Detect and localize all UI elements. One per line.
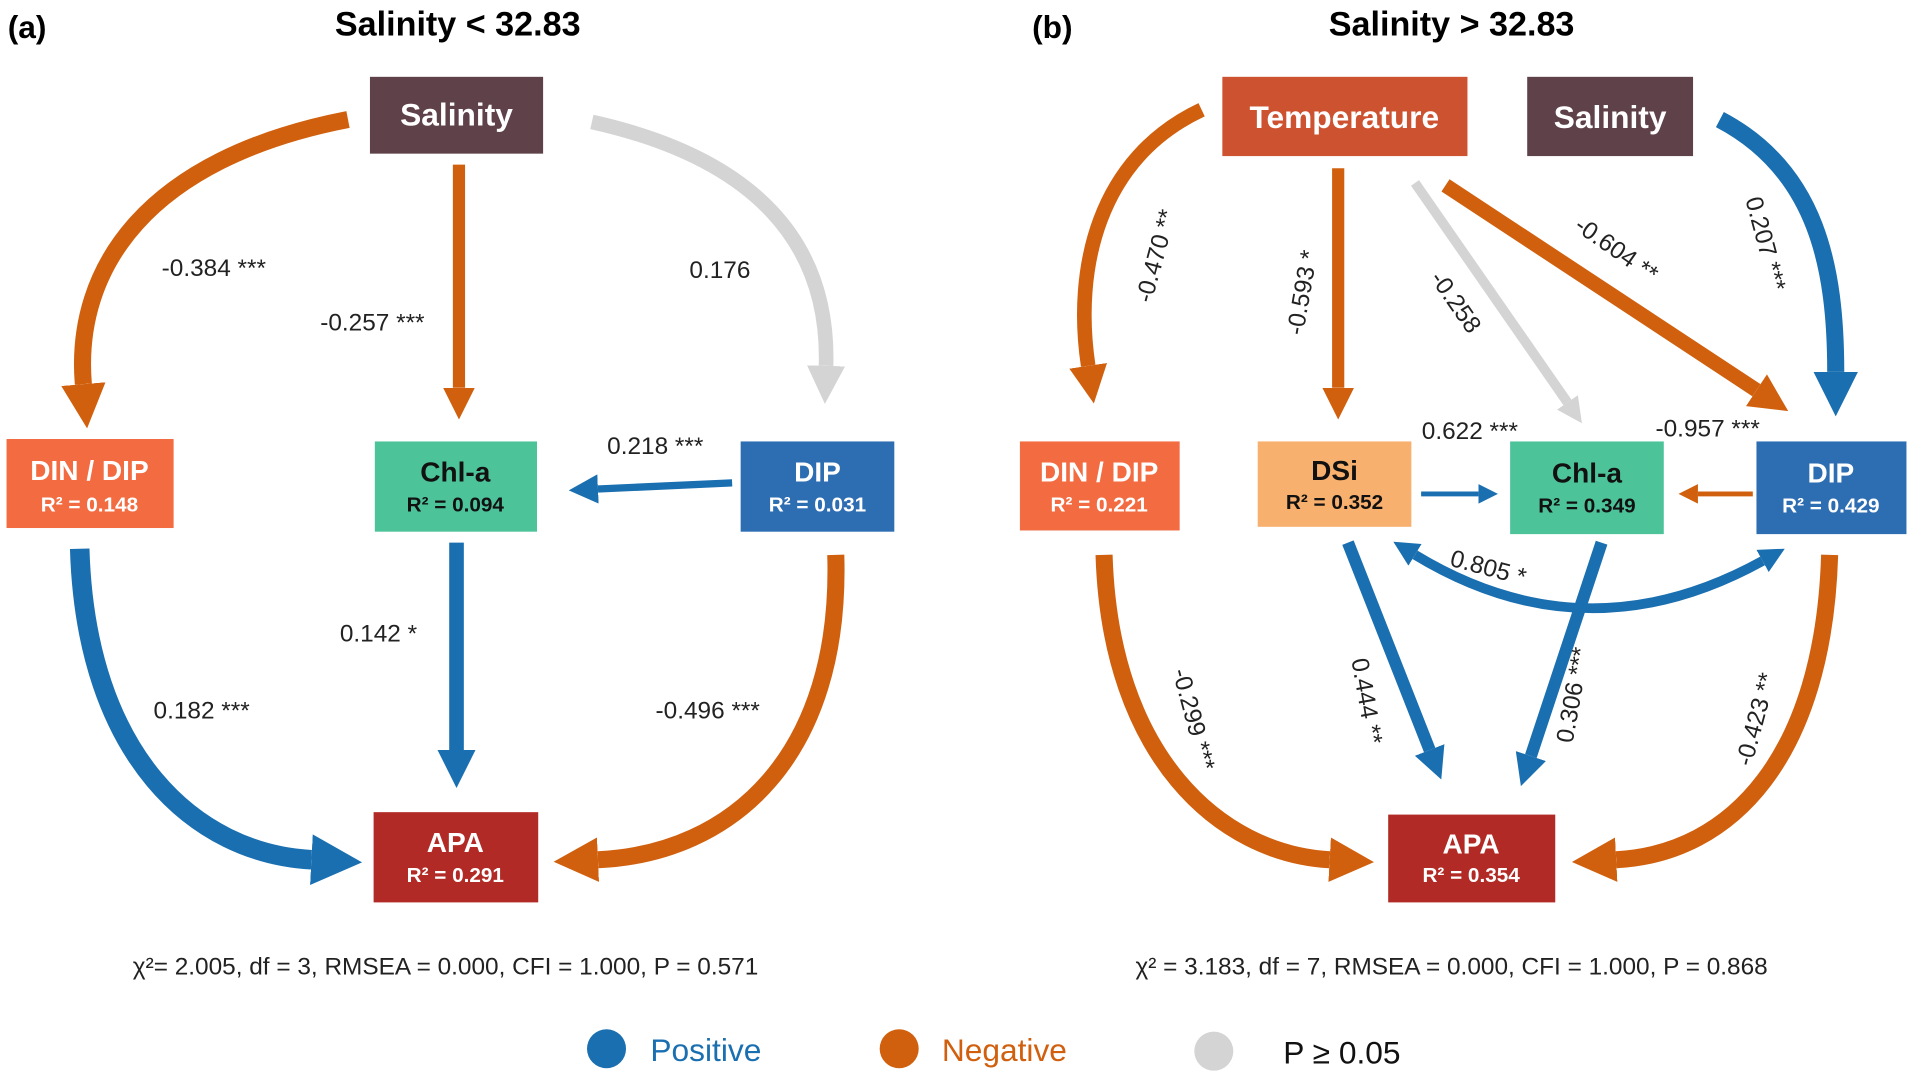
path-coef: 0.182 *** [154,697,251,724]
node-box [1388,814,1556,903]
node-label: DIP [1807,458,1854,489]
panel-title: Salinity < 32.83 [335,5,581,43]
node-label: DSi [1311,455,1358,486]
arrow [1515,540,1608,787]
arrow [69,548,363,886]
node-box [373,812,539,903]
path-coef: 0.622 *** [1422,418,1519,445]
node-label: APA [1443,828,1500,859]
node-box [1222,76,1468,157]
path-coef: -0.496 *** [656,697,761,724]
path-coef: 0.142 * [340,621,418,648]
path-coef: -0.593 * [1282,248,1324,337]
arrow [1095,554,1374,882]
arrow [1069,103,1205,404]
node-box [374,441,538,532]
node-label: Chl-a [420,456,490,487]
path-coef: -0.257 *** [320,310,425,337]
legend: Positive Negative P ≥ 0.05 [587,1029,1401,1071]
arrow [1441,179,1789,412]
arrow [1393,541,1785,614]
node-box [1527,76,1694,157]
node-label: Salinity [400,97,513,133]
legend-label: P ≥ 0.05 [1283,1034,1400,1070]
arrow [1342,540,1445,780]
path-coef: 0.176 [689,257,750,284]
node-r2: R² = 0.291 [407,864,504,887]
legend-swatch [587,1029,627,1069]
path-coef: -0.384 *** [162,255,267,282]
path-coef: -0.299 *** [1167,666,1220,774]
panel-tag: (a) [8,9,47,45]
legend-label: Negative [942,1032,1067,1068]
arrow [1571,554,1839,882]
node-r2: R² = 0.429 [1782,495,1879,518]
panel-tag: (b) [1032,9,1072,45]
node-r2: R² = 0.352 [1286,491,1383,514]
panel-title: Salinity > 32.83 [1329,5,1575,43]
node-box [1019,441,1180,531]
legend-label: Positive [650,1032,761,1068]
arrow [1411,180,1582,424]
legend-swatch [879,1029,919,1069]
node-label: Salinity [1554,99,1667,135]
node-label: APA [427,827,484,858]
node-box [1510,441,1664,535]
node-label: DIP [794,456,841,487]
path-coef: 0.444 ** [1345,656,1387,747]
arrows-b [1069,103,1858,882]
fit-stats: χ²= 2.005, df = 3, RMSEA = 0.000, CFI = … [133,954,759,981]
node-r2: R² = 0.354 [1422,864,1520,887]
node-box [369,76,544,154]
path-coef: 0.805 * [1447,545,1529,591]
path-coef: 0.218 *** [607,433,704,460]
node-label: Chl-a [1552,458,1622,489]
arrow [1715,111,1858,417]
node-box [1756,441,1907,535]
node-r2: R² = 0.349 [1538,495,1635,518]
node-r2: R² = 0.031 [769,493,866,516]
node-label: DIN / DIP [1040,456,1158,487]
arrow [61,111,350,429]
node-label: DIN / DIP [30,455,148,486]
node-box [1257,441,1412,527]
path-coef: 0.207 *** [1740,194,1791,294]
node-label: Temperature [1249,99,1439,135]
node-box [6,439,174,529]
node-box [740,441,895,532]
node-r2: R² = 0.148 [41,493,138,516]
panel-a: (a) Salinity < 32.83 Salinity DIN / DIP … [6,5,895,981]
arrow [590,114,846,404]
path-coef: -0.957 *** [1656,416,1761,443]
arrow [553,554,845,882]
fit-stats: χ² = 3.183, df = 7, RMSEA = 0.000, CFI =… [1135,954,1767,981]
arrows-a [61,111,846,886]
node-r2: R² = 0.221 [1051,493,1148,516]
node-r2: R² = 0.094 [407,493,505,516]
path-coef: -0.470 ** [1131,206,1182,305]
legend-swatch [1194,1031,1234,1071]
arrow [568,474,733,504]
